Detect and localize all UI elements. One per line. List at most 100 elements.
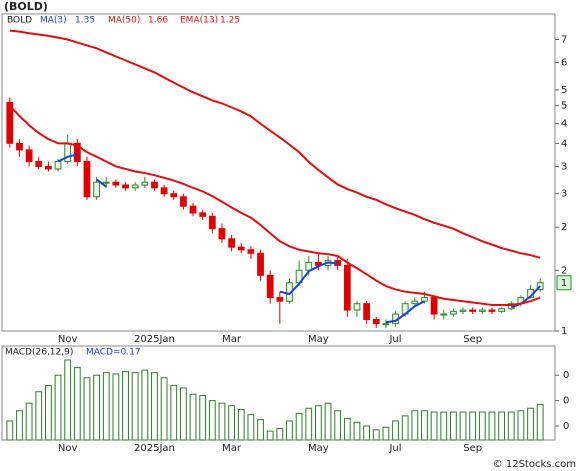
macd-bar <box>93 374 101 441</box>
macd-bar <box>160 377 168 441</box>
y-tick-label: 1 <box>561 326 567 337</box>
x-tick-label: Sep <box>463 334 482 345</box>
candle-body <box>54 161 62 170</box>
macd-bar <box>392 420 399 441</box>
candle-body <box>450 310 457 315</box>
y-tick-label: 3 <box>561 189 567 200</box>
candle-body <box>6 101 14 144</box>
macd-bar <box>440 411 448 441</box>
candle-body <box>305 261 313 271</box>
y-tick-label: 0 <box>563 396 569 407</box>
indicator-line <box>385 300 425 324</box>
x-tick-label: 2025Jan <box>134 334 175 345</box>
macd-bar <box>305 407 313 441</box>
macd-bar <box>536 403 544 441</box>
macd-bar <box>73 367 81 441</box>
x-tick-label: Nov <box>58 334 78 345</box>
macd-bar <box>459 411 467 441</box>
candle-body <box>93 181 101 198</box>
indicator-line <box>279 261 338 296</box>
last-price-box <box>556 275 572 291</box>
macd-bar <box>478 411 486 441</box>
macd-bar <box>507 411 515 441</box>
y-tick-label: 5 <box>561 101 567 112</box>
macd-bar <box>527 407 534 441</box>
macd-reading: MACD=0.17 <box>86 348 141 358</box>
macd-bar <box>421 410 428 441</box>
macd-bar <box>469 411 477 441</box>
candle-body <box>83 161 91 198</box>
legend-value: 1.35 <box>75 16 95 26</box>
macd-bar <box>517 410 525 441</box>
macd-bar <box>353 421 361 441</box>
macd-bar <box>228 405 235 441</box>
candle-body <box>35 161 43 167</box>
candle-body <box>266 274 274 299</box>
candle-body <box>151 181 158 189</box>
macd-bar <box>247 414 255 441</box>
legend-name: MA(3) <box>40 16 67 26</box>
candle-body <box>25 149 33 163</box>
macd-bar <box>257 419 264 441</box>
macd-bar <box>54 374 62 441</box>
candle-body <box>208 215 216 230</box>
macd-bar <box>430 411 438 441</box>
candle-body <box>73 142 81 163</box>
price-panel <box>1 13 556 332</box>
macd-bar <box>498 411 506 441</box>
candle-body <box>112 181 120 186</box>
macd-bar <box>237 409 245 441</box>
indicator-line <box>57 153 78 163</box>
candle-body <box>131 184 139 189</box>
chart-title: (BOLD) <box>4 0 48 13</box>
macd-bar <box>170 384 178 441</box>
candle-body <box>478 309 486 312</box>
macd-bar <box>315 405 322 441</box>
candle-body <box>218 228 226 240</box>
y-tick-label: 4 <box>561 118 567 129</box>
legend-value: 1.66 <box>148 16 168 26</box>
y-tick-label: 2 <box>561 222 567 233</box>
macd-bar <box>64 359 72 441</box>
macd-name: MACD(26,12,9) <box>5 348 73 358</box>
y-tick-label: 6 <box>561 58 567 69</box>
x-tick-label: May <box>308 443 329 454</box>
macd-bar <box>16 410 23 441</box>
candle-body <box>257 252 264 276</box>
y-tick-label: 2 <box>561 265 567 276</box>
macd-bar <box>218 402 226 441</box>
macd-bar <box>112 373 120 441</box>
x-tick-label: Mar <box>222 443 242 454</box>
candle-body <box>170 193 178 198</box>
candle-body <box>363 303 371 320</box>
candle-body <box>160 187 168 195</box>
macd-bar <box>450 411 457 441</box>
indicator-line <box>96 178 107 188</box>
indicator-line <box>510 285 541 309</box>
x-tick-label: Nov <box>58 443 78 454</box>
y-tick-label: 4 <box>561 138 567 149</box>
macd-bar <box>295 412 303 441</box>
candle-body <box>372 318 380 325</box>
macd-bar <box>363 425 371 441</box>
indicator-line <box>9 29 541 259</box>
candle-body <box>343 264 351 311</box>
x-tick-label: Jul <box>388 334 401 345</box>
legend-name: MA(50) <box>108 16 140 26</box>
candle-body <box>276 297 284 302</box>
candle-body <box>16 142 23 151</box>
y-tick-label: 0 <box>563 370 569 381</box>
x-tick-label: Mar <box>222 334 242 345</box>
macd-bar <box>141 369 149 441</box>
footer: © 12Stocks.com <box>493 459 576 470</box>
candle-body <box>411 300 419 305</box>
candle-body <box>430 297 438 315</box>
macd-bar <box>45 384 52 441</box>
macd-bar <box>180 387 187 441</box>
x-tick-label: 2025Jan <box>134 443 175 454</box>
macd-bar <box>189 393 197 441</box>
candle-body <box>353 303 361 311</box>
candle-body <box>237 246 245 251</box>
macd-bar <box>411 410 419 441</box>
